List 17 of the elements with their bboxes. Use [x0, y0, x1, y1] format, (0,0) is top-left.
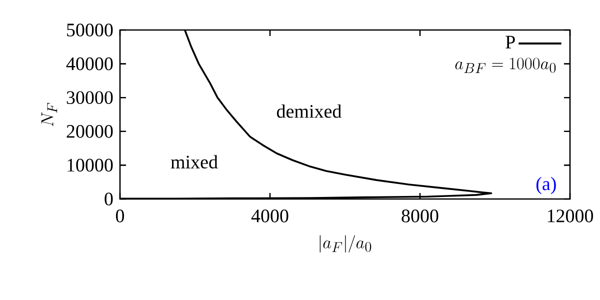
y-tick-label: 20000 [66, 125, 113, 138]
x-axis-title: $|a_F|/a_0$ [320, 235, 372, 253]
x-tick-label: 4000 [251, 210, 288, 222]
annotation: demixed [276, 104, 342, 118]
y-tick-label: 50000 [67, 24, 113, 36]
annotation: (a) [536, 176, 556, 194]
legend-label: P [506, 36, 515, 48]
y-tick-label: 10000 [68, 158, 113, 172]
x-tick-label: 12000 [548, 210, 594, 222]
annotation: mixed [170, 155, 218, 169]
y-tick-label: 30000 [66, 91, 113, 104]
y-tick-label: 0 [104, 192, 113, 206]
y-tick-label: 40000 [66, 57, 113, 70]
y-axis-title: $N_F$ [41, 102, 58, 126]
x-tick-label: 0 [116, 210, 124, 222]
x-tick-label: 8000 [402, 210, 438, 222]
annotation: $a_{BF} = 1000a_0$ [455, 58, 556, 74]
